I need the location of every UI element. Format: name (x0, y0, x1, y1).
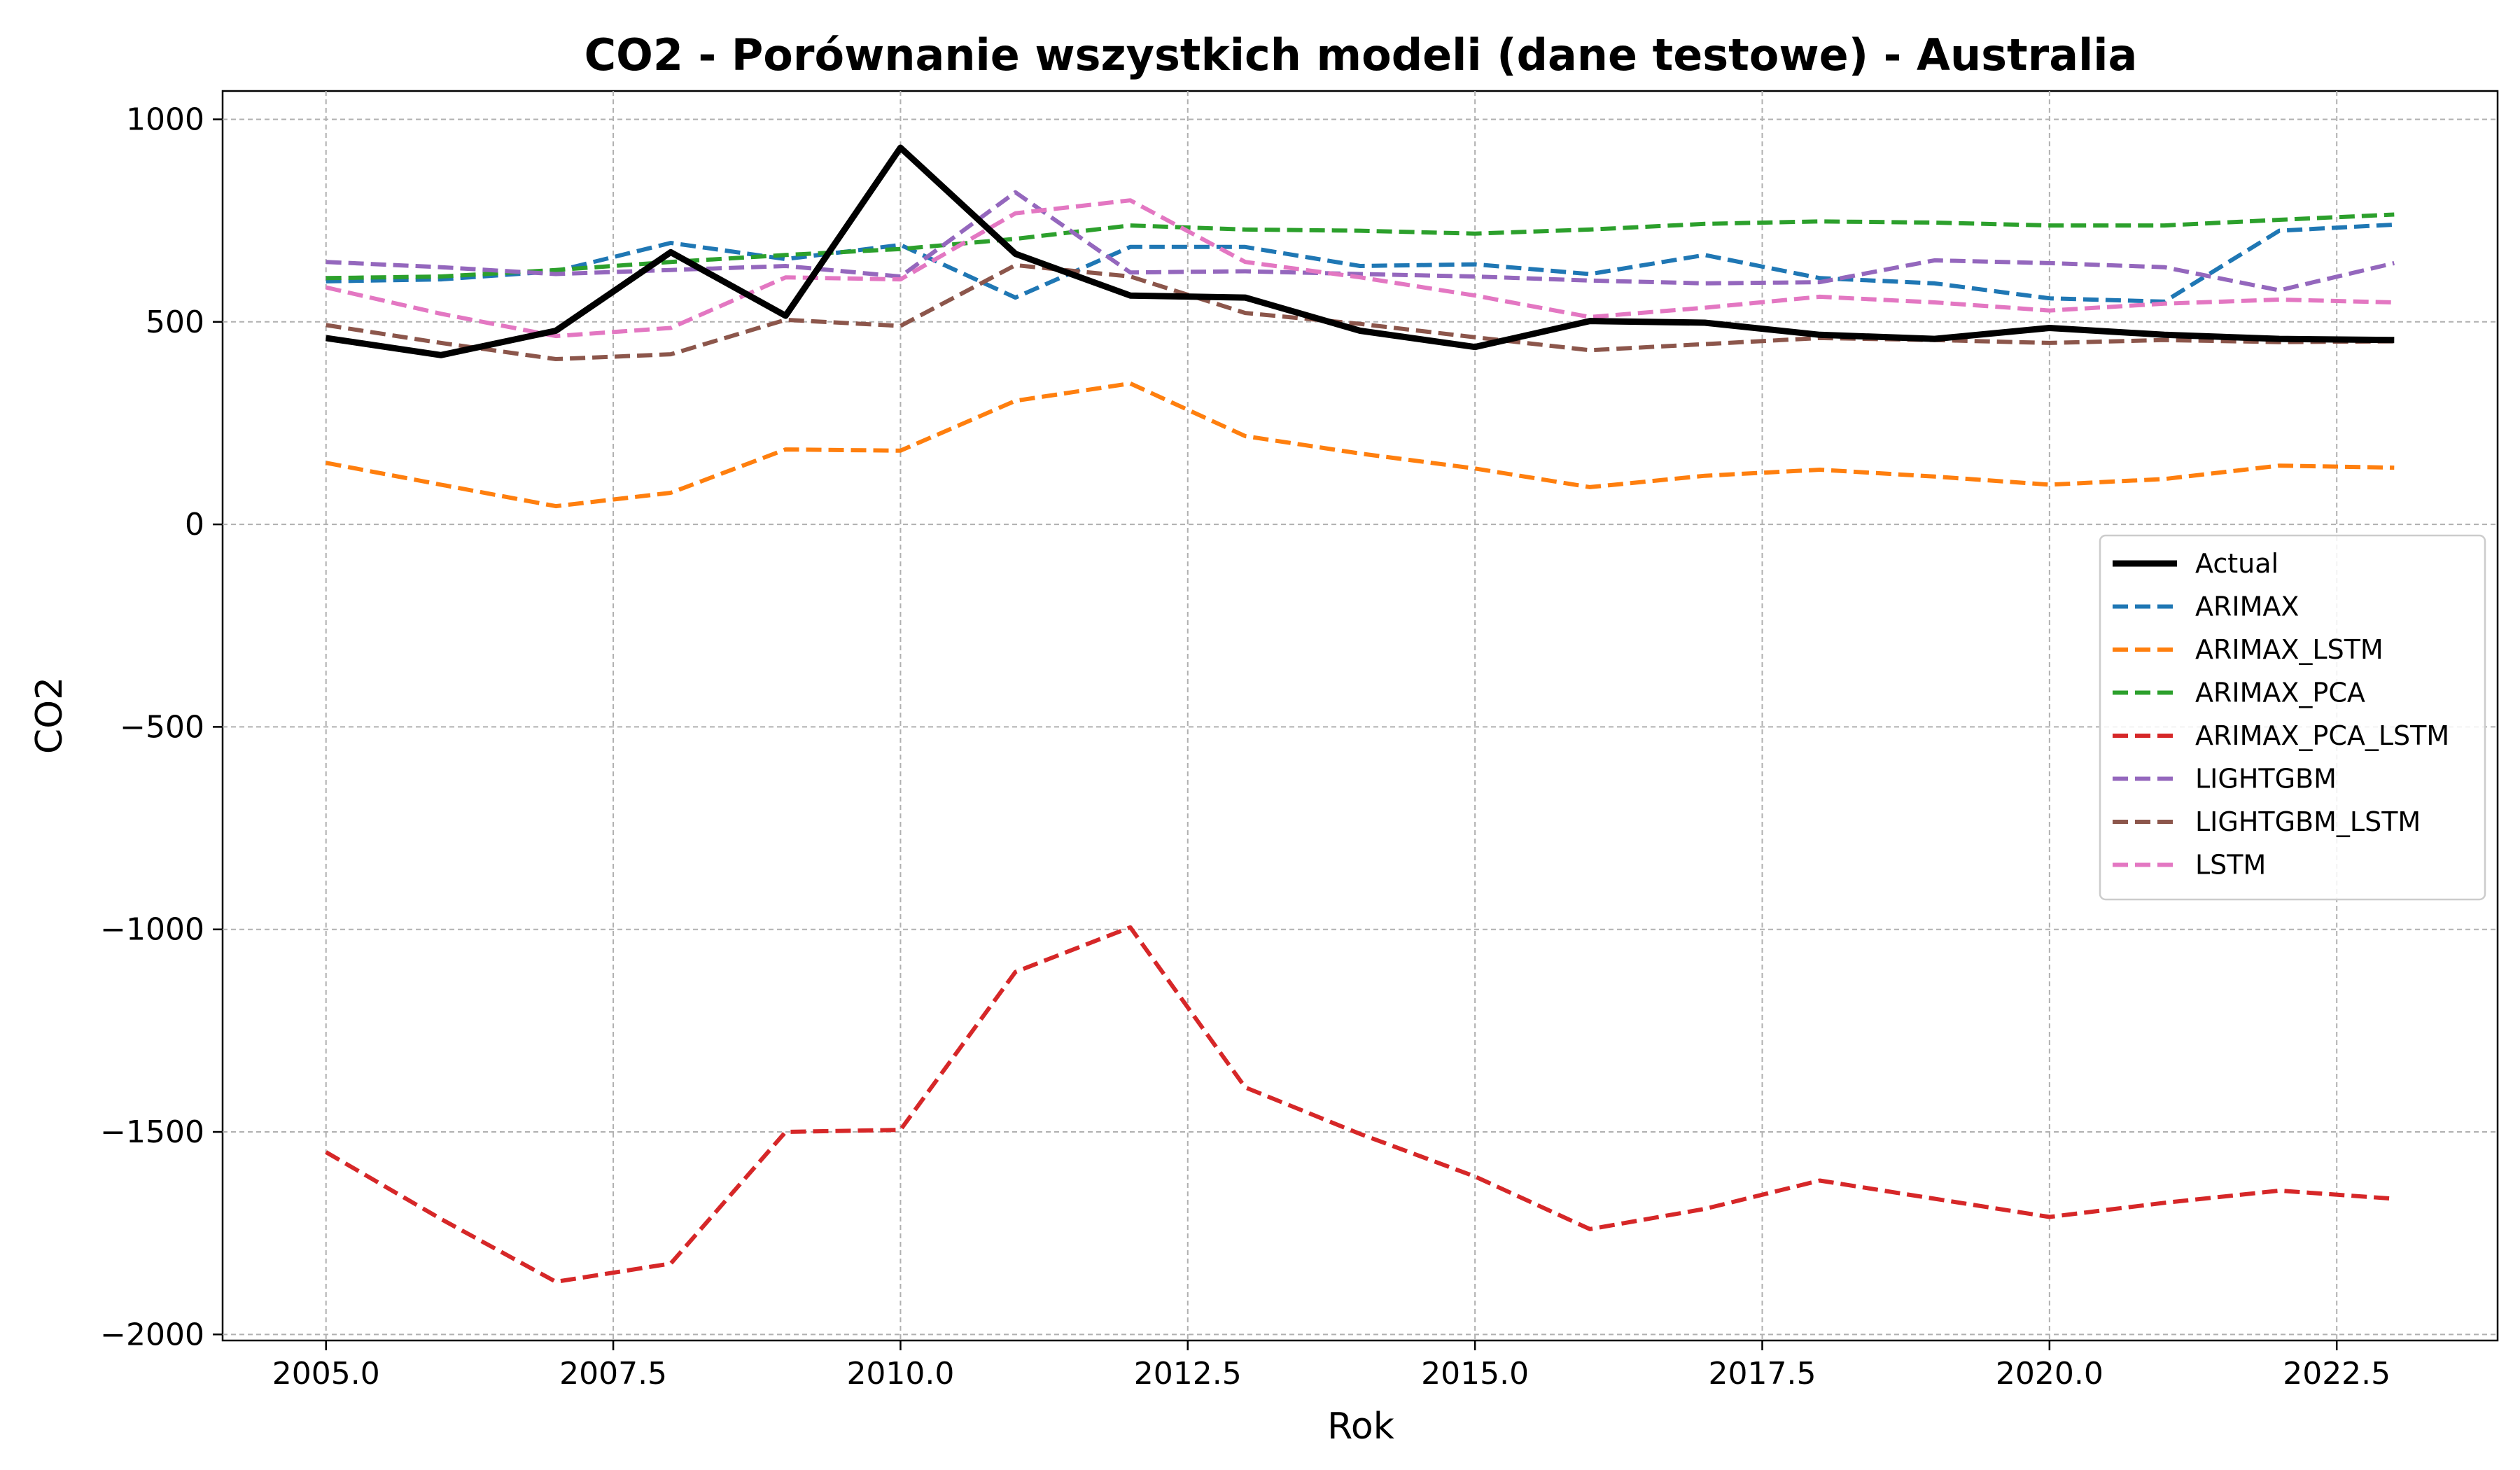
y-tick-label: −500 (120, 709, 204, 745)
series-line-actual (326, 144, 2395, 358)
plot-area-frame (221, 90, 2499, 1342)
series-line-arimax (326, 222, 2395, 304)
x-tick-label: 2017.5 (1709, 1356, 1816, 1392)
series-line-lightgbm-lstm (326, 262, 2395, 361)
x-axis-label: Rok (1327, 1406, 1394, 1448)
x-tick-label: 2012.5 (1134, 1356, 1242, 1392)
legend-box (2099, 534, 2486, 901)
legend-label-actual: Actual (2195, 548, 2278, 579)
y-tick-label: −2000 (100, 1317, 204, 1352)
x-tick-label: 2015.0 (1421, 1356, 1529, 1392)
series-line-lstm (326, 198, 2395, 339)
series-line-lightgbm (326, 190, 2395, 293)
y-tick-label: 1000 (126, 102, 204, 138)
series-line-arimax-lstm (326, 381, 2395, 509)
y-tick-label: 0 (185, 507, 204, 542)
legend: Actual ARIMAX ARIMAX_LSTM ARIMAX_PCA ARIMAX_… (2099, 534, 2486, 901)
x-tick-label: 2010.0 (846, 1356, 954, 1392)
legend-label-lightgbm: LIGHTGBM (2195, 764, 2337, 794)
x-tick-label: 2020.0 (1996, 1356, 2104, 1392)
y-tick-label: 500 (146, 304, 204, 340)
x-tick-label: 2022.5 (2283, 1356, 2390, 1392)
series-line-arimax-pca-lstm (325, 925, 2395, 1284)
legend-label-lstm: LSTM (2195, 850, 2266, 881)
series-line-arimax-pca (326, 212, 2395, 281)
legend-label-lightgbm-lstm: LIGHTGBM_LSTM (2195, 806, 2421, 837)
chart-title: CO2 - Porównanie wszystkich modeli (dane… (584, 29, 2138, 80)
x-tick-label: 2005.0 (272, 1356, 380, 1392)
legend-label-arimax-pca: ARIMAX_PCA (2195, 678, 2365, 708)
axes: 2005.0 2007.5 2010.0 2012.5 2015.0 2017.5 2020… (100, 102, 2390, 1392)
y-tick-label: −1000 (100, 912, 204, 948)
series-lines (325, 144, 2395, 1284)
legend-label-arimax-lstm: ARIMAX_LSTM (2195, 634, 2384, 665)
y-axis-label: CO2 (29, 677, 71, 754)
y-tick-label: −1500 (100, 1114, 204, 1150)
legend-label-arimax-pca-lstm: ARIMAX_PCA_LSTM (2195, 720, 2449, 751)
legend-label-arimax: ARIMAX (2195, 592, 2299, 622)
x-tick-label: 2007.5 (559, 1356, 667, 1392)
